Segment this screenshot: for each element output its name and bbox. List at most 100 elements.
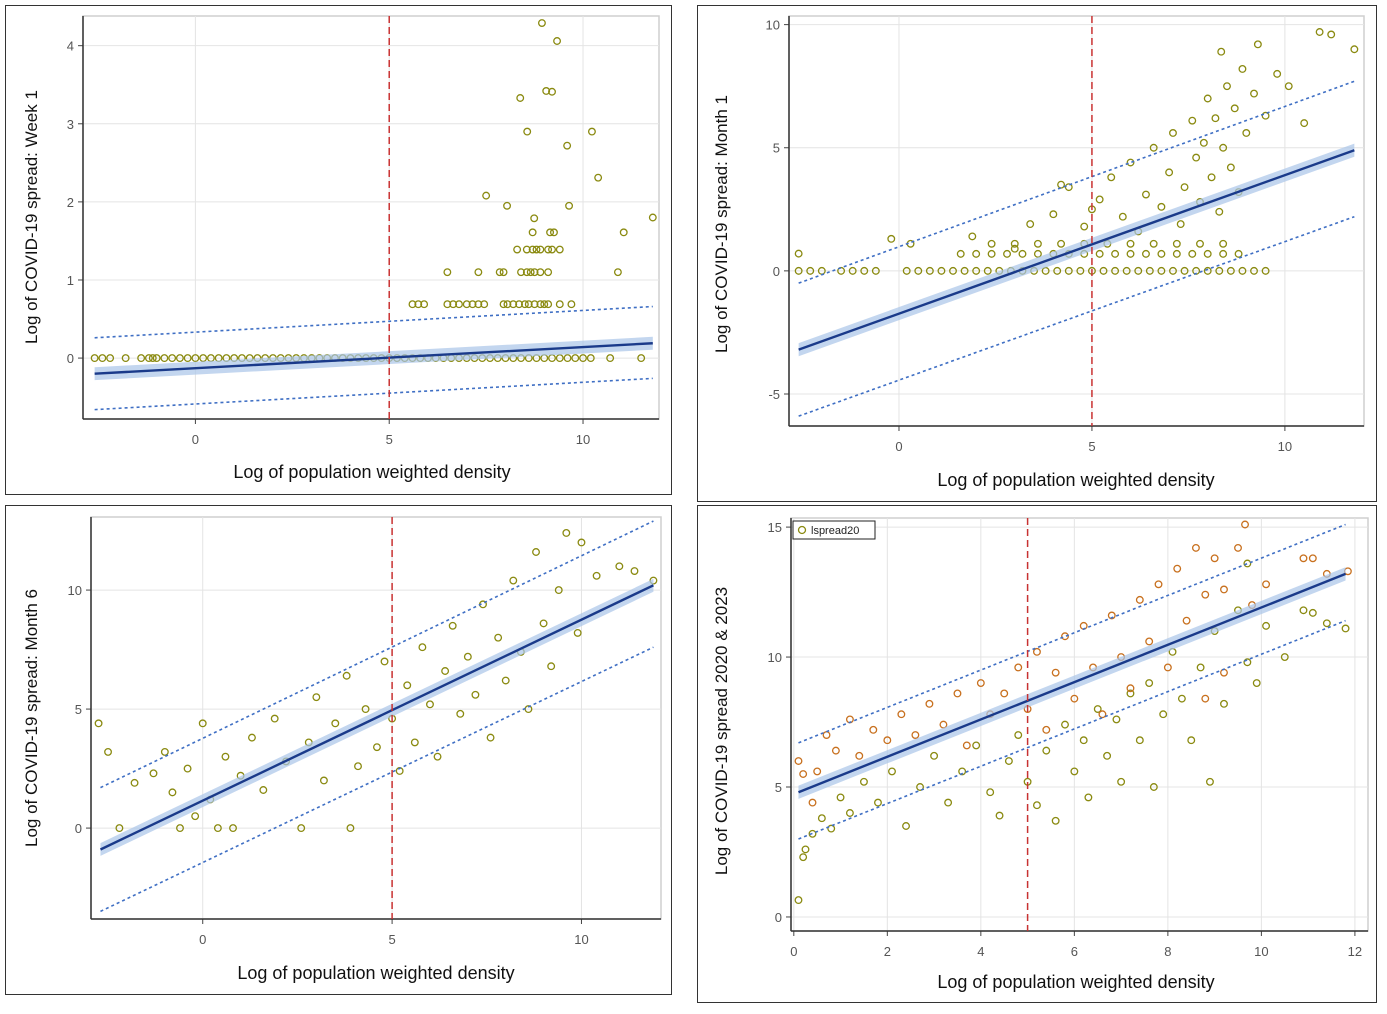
data-point (1103, 751, 1112, 760)
data-point (509, 576, 518, 585)
data-point (1061, 720, 1069, 729)
data-point (565, 201, 574, 210)
data-point (1112, 715, 1121, 724)
data-point (270, 714, 279, 723)
data-point (1230, 104, 1239, 113)
data-point (354, 762, 362, 771)
data-point (115, 824, 124, 833)
data-point (944, 798, 953, 807)
data-point (1234, 249, 1243, 258)
data-point (175, 354, 184, 363)
data-point (1000, 689, 1009, 698)
y-tick-label: 2 (67, 195, 74, 210)
x-tick-label: 5 (386, 432, 393, 447)
data-point (183, 764, 192, 773)
data-point (1084, 793, 1093, 802)
data-point (956, 249, 965, 258)
data-point (410, 738, 419, 747)
data-point (794, 896, 803, 905)
prediction-limit-lower (100, 646, 654, 913)
data-point (1126, 158, 1135, 167)
data-point (592, 571, 601, 580)
data-point (1079, 736, 1088, 745)
data-point (1014, 731, 1023, 739)
data-point (1182, 616, 1191, 625)
data-point (587, 127, 596, 136)
regression-line (798, 149, 1355, 351)
data-point (1187, 736, 1196, 745)
data-point (902, 266, 911, 275)
x-axis-title: Log of population weighted density (937, 470, 1214, 490)
data-point (1299, 606, 1308, 615)
data-point (1145, 679, 1154, 687)
data-point (168, 354, 177, 363)
data-point (462, 300, 471, 309)
regression-line (99, 584, 654, 851)
y-tick-label: 1 (67, 273, 74, 288)
data-point (1135, 736, 1144, 745)
data-point (1243, 559, 1252, 568)
data-point (554, 586, 563, 595)
data-point (94, 719, 103, 728)
data-point (547, 662, 556, 671)
data-point (794, 249, 803, 258)
data-point (563, 354, 572, 363)
data-point (1177, 694, 1186, 703)
data-point (949, 266, 957, 275)
data-point (1299, 554, 1308, 563)
data-point (972, 249, 981, 258)
x-tick-label: 0 (790, 944, 797, 959)
data-point (1219, 143, 1228, 152)
data-point (1250, 266, 1258, 275)
data-point (528, 245, 537, 254)
x-axis-title: Log of population weighted density (233, 462, 510, 482)
x-tick-label: 10 (574, 932, 588, 947)
data-point (503, 300, 512, 309)
data-point (130, 778, 139, 787)
data-point (1210, 554, 1219, 563)
data-point (524, 300, 533, 309)
data-point (523, 127, 532, 136)
data-point (104, 747, 112, 756)
data-point (522, 245, 531, 254)
data-point (183, 354, 192, 363)
data-point (144, 354, 153, 363)
data-point (1188, 249, 1197, 258)
data-point (1032, 647, 1041, 656)
data-point (1010, 244, 1019, 253)
data-point (1350, 45, 1359, 54)
data-point (1172, 239, 1181, 248)
data-point (248, 733, 256, 742)
prediction-limit-upper (100, 520, 654, 789)
data-point (1191, 543, 1200, 552)
legend-marker (797, 525, 807, 535)
data-point (403, 681, 412, 690)
data-point (1308, 608, 1317, 617)
x-tick-label: 10 (576, 432, 590, 447)
data-point (297, 824, 306, 833)
data-point (1219, 249, 1228, 258)
data-point (1165, 168, 1174, 177)
data-point (888, 767, 896, 776)
x-axis-title: Log of population weighted density (237, 963, 514, 983)
data-point (1118, 212, 1127, 221)
data-point (831, 746, 840, 755)
regression-line (94, 342, 653, 375)
data-point (312, 693, 321, 702)
data-point (149, 769, 158, 778)
data-point (1201, 694, 1210, 703)
data-point (517, 268, 525, 277)
data-point (1261, 111, 1270, 120)
data-point (544, 245, 553, 254)
data-point (499, 268, 508, 277)
data-point (121, 354, 130, 363)
data-point (799, 770, 808, 778)
data-point (1157, 266, 1166, 275)
prediction-limit-lower (798, 619, 1346, 840)
data-point (808, 829, 817, 838)
data-point (1220, 699, 1228, 708)
data-point (1126, 249, 1135, 258)
data-point (637, 354, 646, 363)
data-point (1250, 89, 1258, 98)
data-point (813, 767, 822, 776)
